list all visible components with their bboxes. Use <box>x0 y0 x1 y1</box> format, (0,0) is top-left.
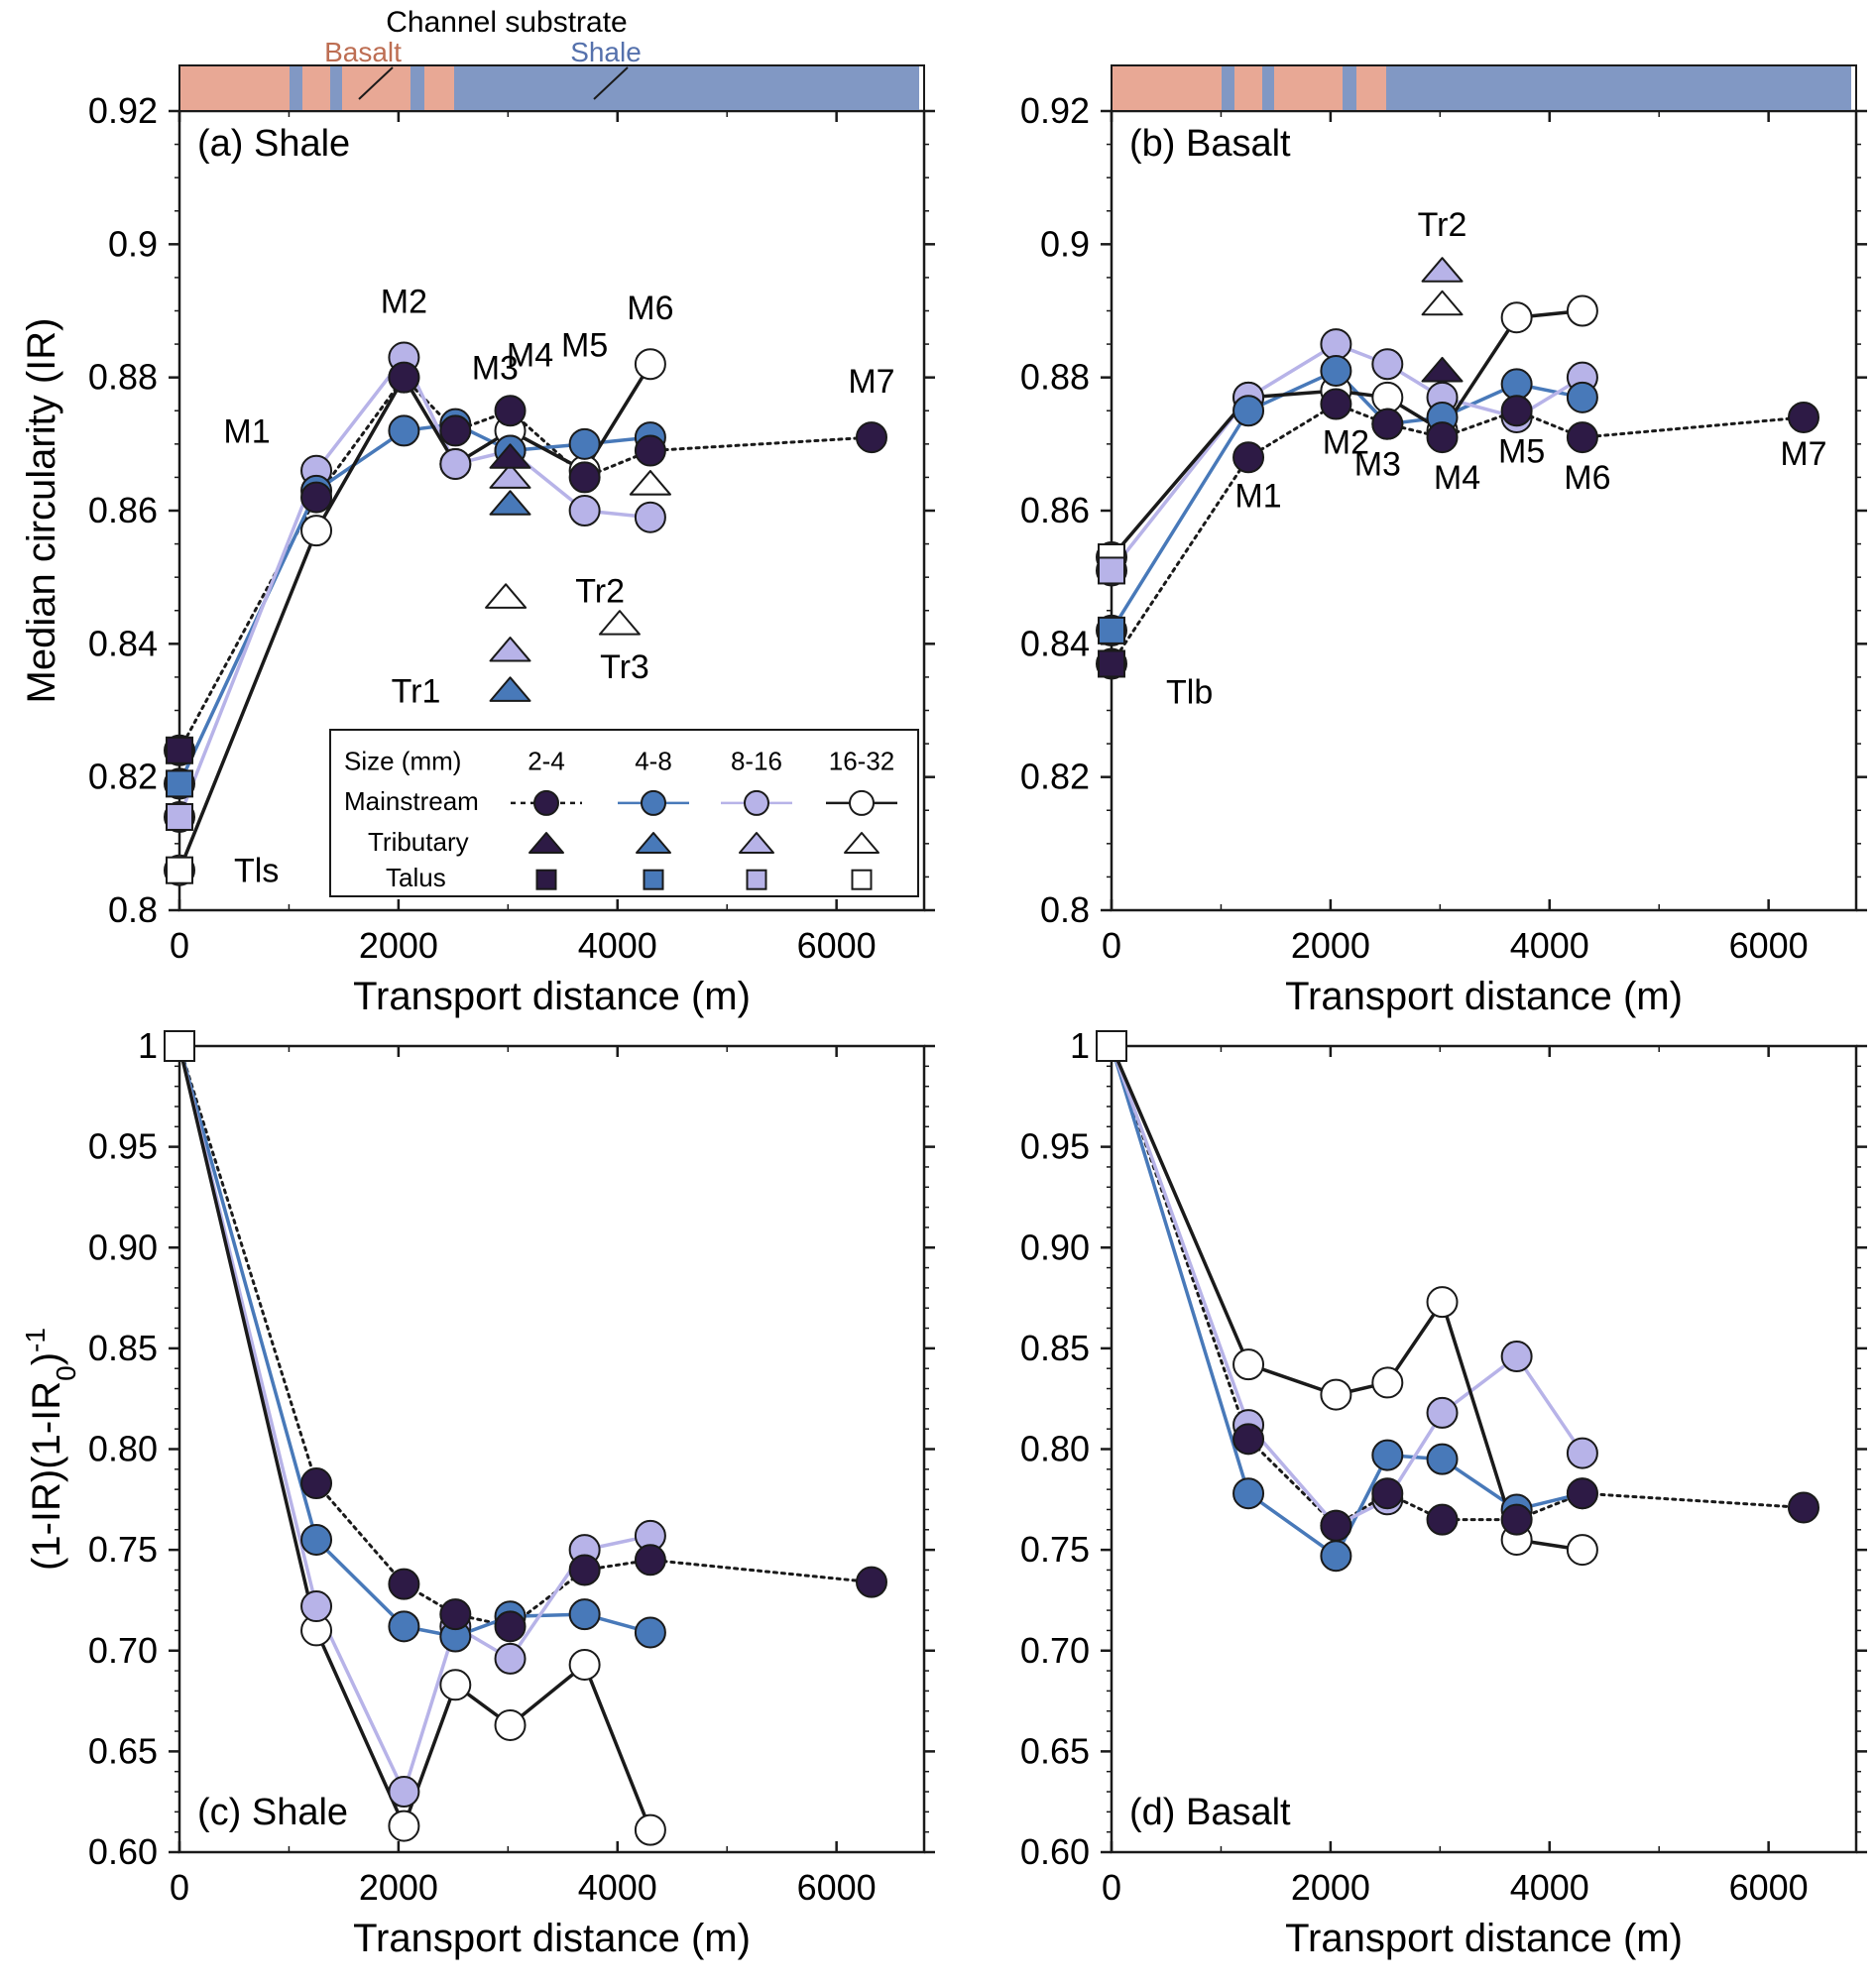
svg-text:M7: M7 <box>848 363 894 401</box>
svg-text:4000: 4000 <box>578 925 657 966</box>
svg-text:Tributary: Tributary <box>368 827 469 857</box>
svg-text:M5: M5 <box>561 326 608 364</box>
svg-text:0: 0 <box>1102 1867 1121 1908</box>
svg-text:Tr2: Tr2 <box>575 572 625 610</box>
svg-text:4-8: 4-8 <box>635 747 672 776</box>
svg-text:6000: 6000 <box>1729 925 1809 966</box>
svg-text:0.88: 0.88 <box>88 357 158 398</box>
svg-text:1: 1 <box>1070 1025 1090 1066</box>
svg-text:(d) Basalt: (d) Basalt <box>1129 1792 1291 1833</box>
svg-text:M1: M1 <box>223 413 270 451</box>
svg-text:Median circularity (IR): Median circularity (IR) <box>20 318 63 704</box>
svg-text:0.84: 0.84 <box>1020 623 1090 663</box>
svg-text:0.95: 0.95 <box>88 1126 158 1167</box>
svg-text:0.9: 0.9 <box>1040 223 1090 264</box>
svg-text:M2: M2 <box>381 284 427 321</box>
svg-text:M3: M3 <box>1354 446 1401 484</box>
svg-text:0.84: 0.84 <box>88 623 158 663</box>
svg-text:M4: M4 <box>507 336 553 374</box>
svg-text:0.82: 0.82 <box>1020 757 1090 797</box>
svg-text:2000: 2000 <box>1291 1867 1370 1908</box>
svg-text:0.60: 0.60 <box>88 1831 158 1872</box>
svg-text:0.82: 0.82 <box>88 757 158 797</box>
svg-text:(c) Shale: (c) Shale <box>197 1792 348 1833</box>
svg-text:0: 0 <box>1102 925 1121 966</box>
svg-text:0.75: 0.75 <box>1020 1529 1090 1570</box>
svg-text:Transport distance (m): Transport distance (m) <box>353 1917 751 1960</box>
svg-text:Mainstream: Mainstream <box>344 786 479 816</box>
svg-text:Tr3: Tr3 <box>600 648 649 686</box>
svg-text:6000: 6000 <box>797 1867 877 1908</box>
svg-text:M4: M4 <box>1434 459 1480 497</box>
svg-text:2-4: 2-4 <box>528 747 565 776</box>
svg-text:0.90: 0.90 <box>88 1227 158 1267</box>
svg-text:2000: 2000 <box>359 1867 438 1908</box>
svg-text:Basalt: Basalt <box>324 37 402 67</box>
svg-text:0.88: 0.88 <box>1020 357 1090 398</box>
svg-text:0.60: 0.60 <box>1020 1831 1090 1872</box>
svg-text:0.95: 0.95 <box>1020 1126 1090 1167</box>
svg-text:0.85: 0.85 <box>88 1328 158 1368</box>
svg-text:0.90: 0.90 <box>1020 1227 1090 1267</box>
svg-text:Size (mm): Size (mm) <box>344 747 461 776</box>
svg-text:2000: 2000 <box>1291 925 1370 966</box>
svg-text:M6: M6 <box>1564 459 1610 497</box>
svg-text:0.9: 0.9 <box>108 223 158 264</box>
svg-text:Transport distance (m): Transport distance (m) <box>1285 1917 1683 1960</box>
svg-text:M7: M7 <box>1780 435 1826 473</box>
svg-text:0.80: 0.80 <box>88 1429 158 1469</box>
svg-text:M5: M5 <box>1498 432 1545 470</box>
svg-text:0.80: 0.80 <box>1020 1429 1090 1469</box>
svg-text:4000: 4000 <box>578 1867 657 1908</box>
svg-text:16-32: 16-32 <box>829 747 895 776</box>
svg-text:Transport distance (m): Transport distance (m) <box>1285 975 1683 1018</box>
svg-text:4000: 4000 <box>1510 1867 1589 1908</box>
svg-text:2000: 2000 <box>359 925 438 966</box>
svg-text:0.70: 0.70 <box>1020 1630 1090 1671</box>
svg-text:Channel substrate: Channel substrate <box>386 6 628 39</box>
svg-text:(a) Shale: (a) Shale <box>197 123 350 165</box>
svg-text:0.86: 0.86 <box>1020 490 1090 530</box>
svg-text:Transport distance (m): Transport distance (m) <box>353 975 751 1018</box>
svg-text:0.70: 0.70 <box>88 1630 158 1671</box>
svg-text:0.8: 0.8 <box>1040 889 1090 930</box>
svg-text:1: 1 <box>138 1025 158 1066</box>
svg-text:0.65: 0.65 <box>88 1730 158 1771</box>
svg-text:4000: 4000 <box>1510 925 1589 966</box>
svg-text:0: 0 <box>170 925 189 966</box>
svg-text:Tr1: Tr1 <box>392 672 441 710</box>
svg-text:M6: M6 <box>627 290 673 327</box>
svg-text:Tlb: Tlb <box>1166 673 1213 711</box>
svg-text:6000: 6000 <box>797 925 877 966</box>
svg-text:0: 0 <box>170 1867 189 1908</box>
svg-text:Tls: Tls <box>234 853 279 890</box>
svg-text:6000: 6000 <box>1729 1867 1809 1908</box>
svg-text:0.85: 0.85 <box>1020 1328 1090 1368</box>
svg-text:M1: M1 <box>1234 477 1281 515</box>
svg-text:0.86: 0.86 <box>88 490 158 530</box>
svg-text:0.92: 0.92 <box>1020 90 1090 131</box>
svg-text:Tr2: Tr2 <box>1418 206 1467 244</box>
svg-text:Shale: Shale <box>570 37 642 67</box>
svg-text:0.8: 0.8 <box>108 889 158 930</box>
svg-text:0.75: 0.75 <box>88 1529 158 1570</box>
svg-text:0.65: 0.65 <box>1020 1730 1090 1771</box>
svg-text:0.92: 0.92 <box>88 90 158 131</box>
svg-text:Talus: Talus <box>386 863 446 892</box>
svg-text:(b) Basalt: (b) Basalt <box>1129 123 1291 165</box>
svg-text:8-16: 8-16 <box>731 747 782 776</box>
